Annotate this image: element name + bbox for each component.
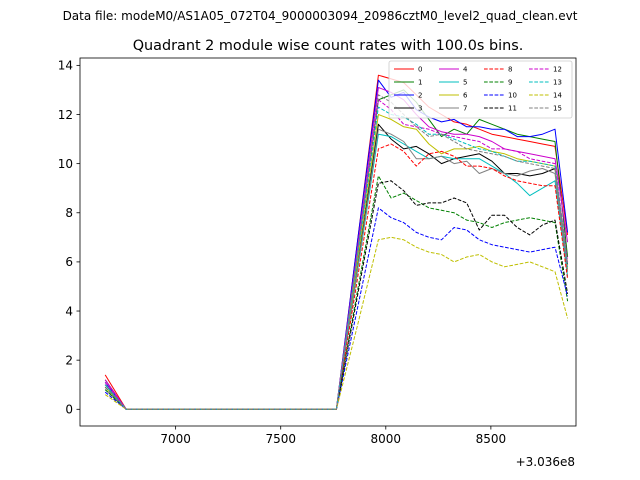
legend-label-5: 5 — [463, 79, 467, 87]
x-tick-label-7000: 7000 — [160, 432, 191, 446]
legend-label-9: 9 — [508, 79, 512, 87]
series-line-9 — [104, 175, 569, 410]
legend-label-10: 10 — [508, 92, 517, 100]
chart-suptitle: Data file: modeM0/AS1A05_072T04_90000030… — [63, 9, 578, 23]
plot-frame — [79, 57, 577, 427]
x-tick-label-8000: 8000 — [371, 432, 402, 446]
legend-label-6: 6 — [463, 92, 468, 100]
legend-label-7: 7 — [463, 105, 467, 113]
y-axis: 0 2 4 6 8 10 12 14 — [58, 59, 80, 417]
x-tick-label-8500: 8500 — [476, 432, 507, 446]
plot-area — [79, 57, 577, 427]
y-tick-label-10: 10 — [58, 157, 73, 171]
legend-label-4: 4 — [463, 66, 468, 74]
legend-label-12: 12 — [553, 66, 562, 74]
y-tick-label-14: 14 — [58, 59, 73, 73]
legend-label-13: 13 — [553, 79, 562, 87]
legend-label-14: 14 — [553, 92, 562, 100]
legend-label-15: 15 — [553, 105, 562, 113]
y-tick-label-4: 4 — [65, 304, 73, 318]
legend-label-0: 0 — [418, 66, 422, 74]
x-tick-label-7500: 7500 — [265, 432, 296, 446]
y-tick-label-8: 8 — [65, 206, 73, 220]
legend-label-1: 1 — [418, 79, 422, 87]
y-tick-label-6: 6 — [65, 255, 73, 269]
legend-label-11: 11 — [508, 105, 517, 113]
plot-background — [80, 58, 576, 426]
legend-label-3: 3 — [418, 105, 422, 113]
chart-title: Quadrant 2 module wise count rates with … — [133, 38, 524, 54]
legend-label-2: 2 — [418, 92, 422, 100]
legend-label-8: 8 — [508, 66, 512, 74]
legend-box — [388, 60, 573, 119]
x-offset-label: +3.036e8 — [516, 455, 575, 469]
y-tick-label-0: 0 — [65, 403, 73, 417]
y-tick-label-2: 2 — [65, 353, 73, 367]
y-tick-label-12: 12 — [58, 108, 73, 122]
x-axis: 7000 7500 8000 8500 — [160, 426, 506, 446]
